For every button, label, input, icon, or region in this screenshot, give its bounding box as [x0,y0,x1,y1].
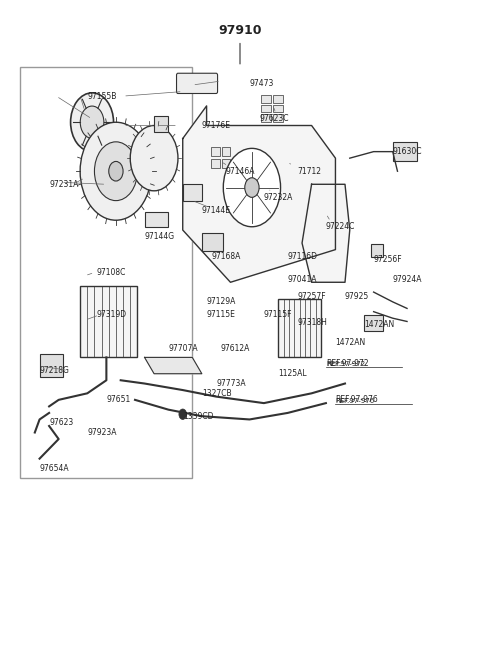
Polygon shape [183,106,336,282]
Text: 91630C: 91630C [393,147,422,156]
Text: 97473: 97473 [250,79,274,87]
Circle shape [245,178,259,197]
Text: REF.97-972: REF.97-972 [326,359,369,369]
Text: 1472AN: 1472AN [336,338,366,347]
Text: 97129A: 97129A [206,297,236,306]
Circle shape [130,125,178,191]
Text: 97168A: 97168A [211,252,241,260]
Text: 97924A: 97924A [393,274,422,283]
Text: REF.97-976: REF.97-976 [336,396,378,404]
Bar [211,159,220,168]
Bar [222,159,230,168]
Text: 1339CD: 1339CD [183,412,213,420]
Text: 97231A: 97231A [49,180,79,189]
Text: 97257F: 97257F [297,292,326,301]
Circle shape [223,148,281,227]
Bar [278,298,321,358]
Text: 97218G: 97218G [39,366,70,375]
Bar [222,147,230,156]
Text: 97115E: 97115E [206,310,236,319]
Text: 97923A: 97923A [87,428,117,437]
Text: 97041A: 97041A [288,274,317,283]
Bar [262,104,271,112]
Text: REF.97-972: REF.97-972 [326,361,365,367]
Text: 1125AL: 1125AL [278,369,307,379]
Text: 97623: 97623 [49,419,73,427]
Bar [183,184,202,201]
Circle shape [80,122,152,220]
Bar [274,104,283,112]
Text: 97224C: 97224C [326,222,355,232]
Polygon shape [302,184,350,282]
Bar [202,233,223,251]
Bar [262,95,271,102]
Text: 97115F: 97115F [264,310,292,319]
Text: 97176E: 97176E [202,121,231,130]
Text: 97910: 97910 [218,24,262,37]
Text: 97116D: 97116D [288,252,318,260]
Text: 97319D: 97319D [97,310,127,319]
Bar [21,67,192,478]
Text: 97232A: 97232A [264,193,293,202]
Bar [274,95,283,102]
Polygon shape [144,358,202,374]
Text: 97612A: 97612A [221,344,250,354]
Bar [393,142,417,161]
Text: 97318H: 97318H [297,318,327,327]
Bar [274,114,283,122]
Text: 97651: 97651 [107,396,131,404]
Circle shape [95,142,137,201]
Circle shape [71,93,114,152]
Text: 97623C: 97623C [259,114,288,123]
Bar [364,315,383,331]
Circle shape [80,106,104,138]
Text: 97144G: 97144G [144,232,175,241]
Bar [211,147,220,156]
Text: 1472AN: 1472AN [364,320,395,329]
Text: 97155B: 97155B [87,92,117,100]
Text: 1327CB: 1327CB [202,389,231,398]
Text: 97256F: 97256F [373,255,402,264]
Circle shape [179,409,187,419]
Text: 97146A: 97146A [226,167,255,176]
Bar [39,354,63,377]
Bar [262,114,271,122]
Text: 97654A: 97654A [39,464,69,473]
Text: 97707A: 97707A [168,344,198,354]
Text: 97773A: 97773A [216,379,246,388]
Text: 97108C: 97108C [97,268,126,277]
Text: REF.97-976: REF.97-976 [336,398,375,404]
Circle shape [109,161,123,181]
Bar [371,245,383,257]
FancyBboxPatch shape [177,73,217,94]
Bar [154,115,168,132]
Text: 97925: 97925 [345,292,369,301]
Bar [80,285,137,358]
Text: 71712: 71712 [297,167,321,176]
Bar [144,213,168,227]
Text: 97144E: 97144E [202,206,231,215]
